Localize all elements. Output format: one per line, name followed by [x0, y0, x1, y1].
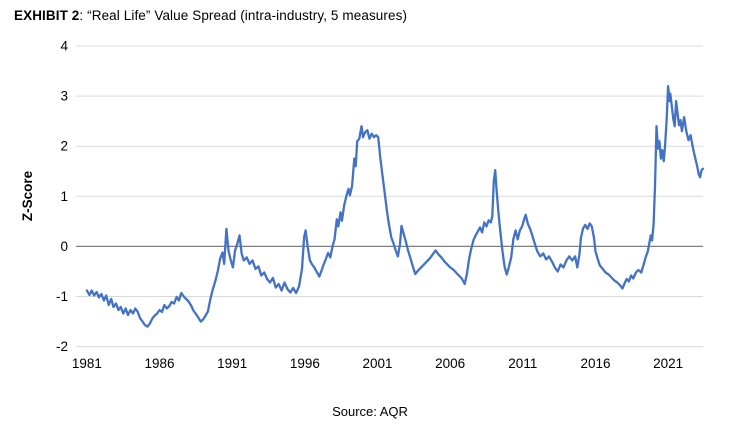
series-group	[85, 84, 705, 328]
x-tick-label: 1996	[290, 356, 320, 371]
value-spread-line	[85, 84, 705, 328]
x-tick-label: 1986	[145, 356, 175, 371]
source-caption: Source: AQR	[332, 404, 408, 419]
y-tick-label: -1	[56, 289, 68, 304]
x-tick-label: 1991	[217, 356, 247, 371]
x-tick-label: 2006	[435, 356, 465, 371]
y-tick-label: 1	[60, 189, 68, 204]
y-axis-title: Z-Score	[20, 170, 35, 221]
gridlines-group	[76, 45, 703, 348]
x-tick-label: 2001	[362, 356, 392, 371]
y-tick-label: 4	[60, 39, 68, 54]
y-tick-label: 2	[60, 139, 68, 154]
x-tick-label: 2021	[653, 356, 683, 371]
chart-title-exhibit-label: EXHIBIT 2	[14, 8, 80, 23]
chart-title: EXHIBIT 2: “Real Life” Value Spread (int…	[14, 8, 407, 23]
y-tick-label: 0	[60, 239, 68, 254]
axis-labels-group: 4 3 2 1 0 -1 -2 1981 1986 1991 1996 2001 2006 2011 201…	[56, 39, 683, 372]
y-tick-label: 3	[60, 89, 68, 104]
x-tick-label: 1981	[72, 356, 102, 371]
y-tick-label: -2	[56, 339, 68, 354]
chart-title-text: : “Real Life” Value Spread (intra-indust…	[79, 8, 408, 23]
x-tick-label: 2011	[508, 356, 537, 371]
x-tick-label: 2016	[580, 356, 610, 371]
